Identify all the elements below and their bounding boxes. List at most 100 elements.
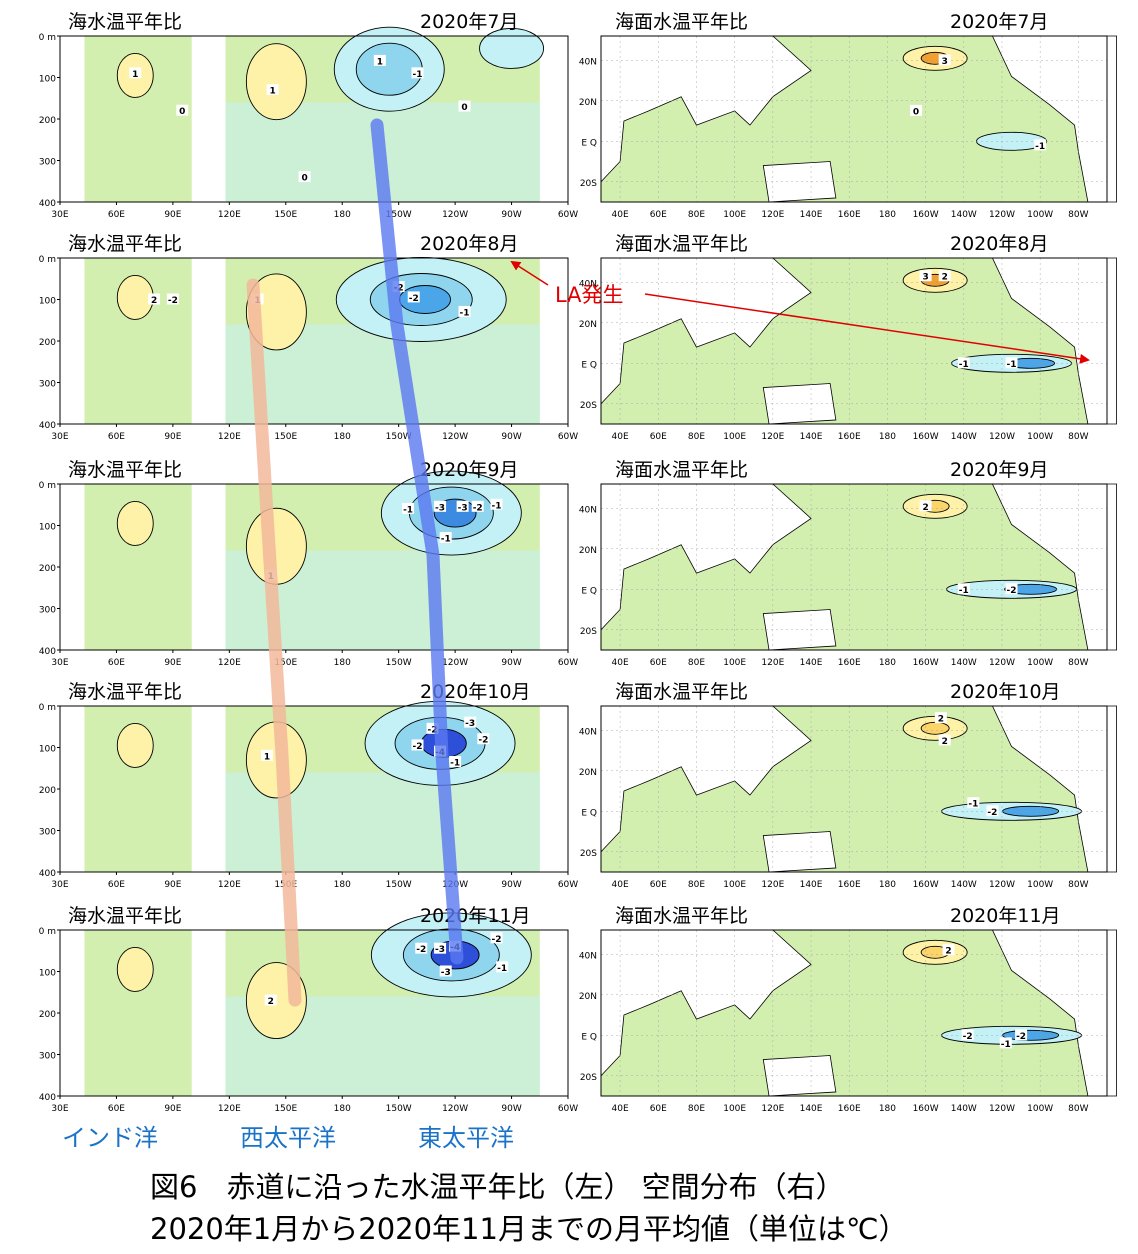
lon-tick-label: 120E (218, 658, 241, 668)
surface-month: 2020年8月 (950, 233, 1048, 255)
lat-tick-label: 40N (579, 505, 597, 515)
contour-label: 2 (151, 296, 157, 306)
depth-tick-label: 300 (39, 380, 56, 390)
lon-tick-label: 100E (723, 210, 746, 220)
australia-land (762, 383, 837, 425)
lon-tick-label: 120W (989, 432, 1015, 442)
depth-tick-label: 100 (39, 745, 56, 755)
lat-tick-label: 20N (579, 768, 597, 778)
depth-tick-label: 100 (39, 75, 56, 85)
surface-frame-outline (600, 929, 1108, 1097)
lat-tick-label: E Q (581, 138, 597, 148)
contour-label-bg (464, 716, 477, 728)
lon-tick-label: 120W (442, 432, 468, 442)
lon-tick-label: 90W (501, 210, 521, 220)
lon-tick-label: 90E (164, 432, 181, 442)
surface-panel-4: 海面水温平年比 2020年10月 40N 20N E Q 20S 40E 60E 80E 100E… (579, 681, 1117, 890)
lon-tick-label: 120W (442, 658, 468, 668)
lon-tick-label: 80E (688, 658, 705, 668)
australia-land (762, 609, 837, 651)
lon-tick-label: 90W (501, 880, 521, 890)
contour-label: 0 (179, 107, 185, 117)
contour-label: -2 (409, 294, 419, 304)
contour-label-bg (919, 500, 932, 512)
contour-label-bg (496, 961, 509, 973)
contour-label: 2 (922, 503, 928, 513)
lon-tick-label: 40E (612, 432, 629, 442)
contour-label-bg (1005, 357, 1018, 369)
contour-label: -1 (1007, 360, 1017, 370)
depth-tick-label: 400 (39, 1093, 56, 1103)
lon-tick-label: 150W (386, 880, 412, 890)
lon-tick-label: 60E (108, 658, 125, 668)
lon-tick-label: 90E (164, 210, 181, 220)
contour-label: -1 (450, 759, 460, 769)
lon-tick-label: 100W (1027, 880, 1053, 890)
lon-tick-label: 150E (274, 658, 297, 668)
subsurface-title: 海水温平年比 (68, 905, 182, 927)
contour-label-bg (919, 270, 932, 282)
lon-tick-label: 150E (274, 210, 297, 220)
depth-tick-label: 300 (39, 606, 56, 616)
lat-tick-label: 40N (579, 951, 597, 961)
subsurface-month: 2020年7月 (420, 11, 518, 33)
lon-tick-label: 160W (913, 1104, 939, 1114)
lon-tick-label: 100W (1027, 210, 1053, 220)
lon-tick-label: 180 (879, 210, 896, 220)
surface-frame-outline (600, 257, 1108, 425)
lon-tick-label: 80W (1068, 210, 1088, 220)
contour-label-bg (434, 500, 447, 512)
basin-label-indian: インド洋 (62, 1124, 158, 1152)
lon-tick-label: 60E (108, 880, 125, 890)
lon-tick-label: 60W (558, 1104, 578, 1114)
lat-tick-label: 40N (579, 727, 597, 737)
lat-tick-label: 20N (579, 992, 597, 1002)
warm-anomaly-indian (116, 722, 154, 768)
lon-tick-label: 30E (51, 432, 68, 442)
contour-label: 1 (264, 752, 270, 762)
lon-tick-label: 160E (838, 432, 861, 442)
lon-tick-label: 120W (442, 1104, 468, 1114)
lon-tick-label: 100E (723, 880, 746, 890)
lat-tick-label: 20S (580, 1073, 597, 1083)
contour-label-bg (176, 104, 189, 116)
warm-anomaly-indian (116, 946, 154, 992)
contour-label: -3 (435, 503, 445, 513)
contour-label: 2 (945, 947, 951, 957)
contour-label-bg (938, 54, 951, 66)
surface-title: 海面水温平年比 (615, 233, 748, 255)
lon-tick-label: 40E (612, 658, 629, 668)
lon-tick-label: 140W (951, 658, 977, 668)
surface-frame-outline (600, 483, 1108, 651)
depth-tick-label: 200 (39, 338, 56, 348)
lon-tick-label: 30E (51, 658, 68, 668)
lon-tick-label: 140W (951, 1104, 977, 1114)
lon-tick-label: 120E (761, 880, 784, 890)
contour-label-bg (938, 734, 951, 746)
lat-tick-label: E Q (581, 360, 597, 370)
contour-label-bg (402, 502, 415, 514)
contour-label-bg (957, 357, 970, 369)
depth-tick-label: 200 (39, 116, 56, 126)
lon-tick-label: 60E (108, 1104, 125, 1114)
lon-tick-label: 150W (386, 658, 412, 668)
lon-tick-label: 140W (951, 432, 977, 442)
lat-tick-label: 40N (579, 57, 597, 67)
la-arrow-left (510, 260, 549, 286)
subsurface-title: 海水温平年比 (68, 11, 182, 33)
surface-panel-2: 海面水温平年比 2020年8月 40N 20N E Q 20S 40E 60E 80E 100E 1… (579, 233, 1117, 442)
lon-tick-label: 60E (108, 210, 125, 220)
lon-tick-label: 140W (951, 210, 977, 220)
lon-tick-label: 180 (879, 658, 896, 668)
contour-label-bg (129, 67, 142, 79)
lon-tick-label: 120E (218, 432, 241, 442)
lon-tick-label: 60E (108, 432, 125, 442)
contour-label-bg (471, 500, 484, 512)
lon-tick-label: 100W (1027, 432, 1053, 442)
lon-tick-label: 100E (723, 432, 746, 442)
lon-tick-label: 80W (1068, 880, 1088, 890)
lat-tick-label: 20S (580, 627, 597, 637)
contour-label: -1 (492, 501, 502, 511)
